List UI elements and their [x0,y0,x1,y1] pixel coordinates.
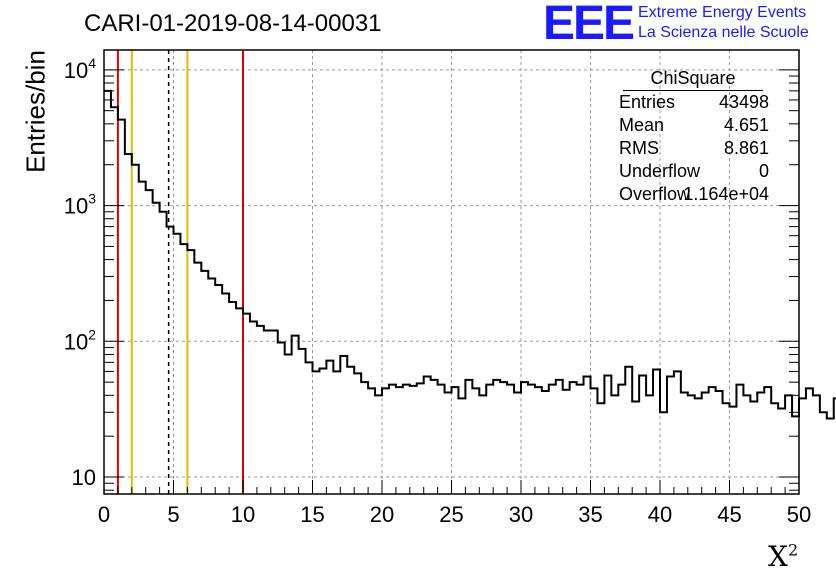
y-tick-label: 103 [64,191,96,219]
x-tick-label: 35 [578,502,602,527]
stats-row-mean: Mean 4.651 [611,114,777,137]
x-axis-label: X2 [768,540,798,573]
stats-row-entries: Entries 43498 [611,91,777,114]
histogram-curve [104,89,836,420]
stats-label: Overflow [619,184,691,204]
y-tick-label: 102 [64,326,96,354]
x-axis-label-sup: 2 [787,540,799,560]
eee-tagline-1: Extreme Energy Events [638,4,807,21]
stats-value: 43498 [718,92,769,112]
x-axis-ticks: 0 5 10 15 20 25 30 35 40 45 50 [98,480,811,527]
chart-title: CARI-01-2019-08-14-00031 [84,10,382,37]
x-tick-label: 40 [648,502,672,527]
stats-value: 8.861 [723,138,769,158]
x-tick-label: 25 [439,502,463,527]
y-axis-ticks: 104 103 102 10 [64,55,799,491]
x-tick-label: 45 [717,502,741,527]
eee-logo: EEE [543,0,635,50]
stats-label: Entries [619,92,676,112]
stats-value: 1.164e+04 [683,184,769,204]
x-tick-label: 5 [167,502,179,527]
x-tick-label: 15 [300,502,324,527]
x-tick-label: 30 [509,502,533,527]
stats-label: Underflow [619,161,701,181]
stats-value: 0 [758,161,769,181]
stats-row-overflow: Overflow 1.164e+04 [611,183,777,206]
stats-box: ChiSquare Entries 43498 Mean 4.651 RMS 8… [611,66,777,206]
marker-lines [116,50,244,494]
y-tick-label: 10 [72,465,96,490]
stats-title: ChiSquare [623,66,763,91]
stats-label: RMS [619,138,659,158]
x-tick-label: 20 [370,502,394,527]
x-tick-label: 0 [98,502,110,527]
stats-value: 4.651 [723,115,769,135]
x-axis-label-base: X [768,540,788,573]
eee-tagline-2: La Scienza nelle Scuole [638,24,809,41]
x-tick-label: 50 [787,502,811,527]
stats-label: Mean [619,115,665,135]
y-axis-label: Entries/bin [20,50,51,173]
y-tick-label: 104 [64,55,96,83]
x-tick-label: 10 [231,502,255,527]
stats-row-rms: RMS 8.861 [611,137,777,160]
stats-row-underflow: Underflow 0 [611,160,777,183]
